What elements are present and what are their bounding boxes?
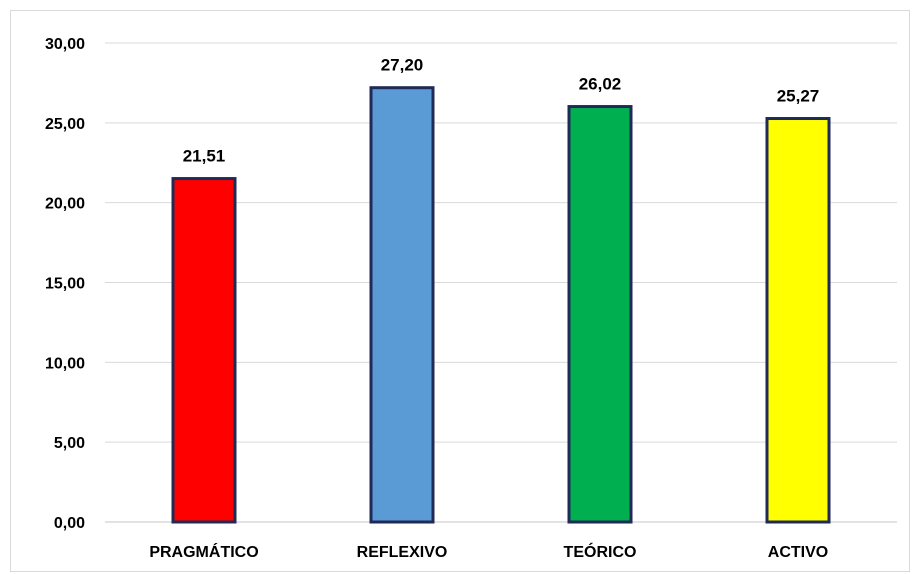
y-tick-label: 15,00 (45, 276, 85, 293)
data-label: 25,27 (777, 87, 820, 106)
y-tick-label: 10,00 (45, 355, 85, 372)
y-tick-label: 0,00 (54, 515, 85, 532)
bar-0 (171, 177, 237, 524)
data-label: 27,20 (381, 56, 424, 75)
y-tick-label: 20,00 (45, 196, 85, 213)
data-label: 21,51 (183, 147, 226, 166)
bar-3 (765, 117, 831, 524)
bar-2 (567, 105, 633, 524)
chart-frame (10, 10, 910, 572)
x-tick-label: REFLEXIVO (357, 544, 448, 561)
y-tick-label: 30,00 (45, 36, 85, 53)
y-tick-label: 5,00 (54, 435, 85, 452)
bar-1 (369, 86, 435, 524)
x-tick-label: ACTIVO (768, 544, 828, 561)
y-tick-label: 25,00 (45, 116, 85, 133)
x-tick-label: TEÓRICO (564, 542, 637, 561)
data-label: 26,02 (579, 75, 622, 94)
x-tick-label: PRAGMÁTICO (149, 542, 258, 561)
